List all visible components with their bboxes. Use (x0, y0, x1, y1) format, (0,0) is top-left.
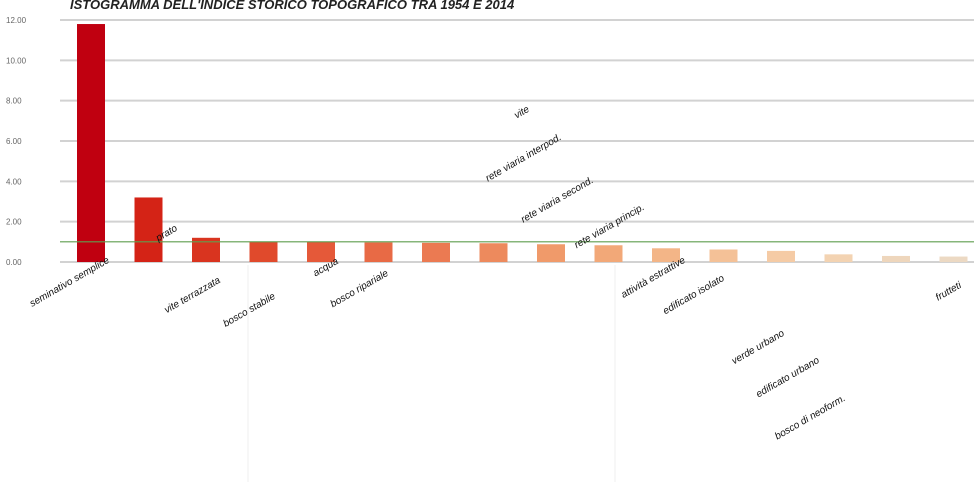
bar (882, 255, 910, 262)
y-tick-label: 12.00 (6, 16, 27, 25)
bar (479, 243, 508, 262)
category-label: bosco di neoform. (773, 393, 847, 442)
y-tick-label: 4.00 (6, 177, 22, 186)
y-tick-label: 6.00 (6, 137, 22, 146)
category-label: rete viaria interpod. (484, 132, 564, 184)
category-label: rete viaria princip. (573, 202, 647, 251)
category-label: edificato isolato (661, 273, 727, 317)
category-label: verde urbano (730, 328, 787, 367)
bar (249, 241, 278, 262)
bar (767, 250, 795, 262)
y-tick-label: 0.00 (6, 258, 22, 267)
bar (307, 241, 335, 262)
category-label: bosco ripariale (329, 268, 391, 310)
category-label: seminativo semplice (28, 255, 112, 310)
bar (537, 244, 565, 262)
category-label: edificato urbano (754, 355, 822, 400)
bar (134, 197, 163, 262)
bar (652, 248, 680, 262)
y-tick-label: 8.00 (6, 97, 22, 106)
category-label: vite terrazzata (163, 275, 223, 316)
y-tick-label: 2.00 (6, 218, 22, 227)
bar (364, 242, 393, 262)
category-label: bosco stabile (221, 291, 277, 330)
category-label: frutteti (934, 280, 964, 304)
bar (824, 254, 853, 262)
bar (594, 245, 623, 262)
category-label: rete viaria second. (519, 175, 595, 225)
bar (422, 242, 450, 262)
bar (709, 249, 738, 262)
category-label: vite (513, 104, 532, 122)
chart-title: ISTOGRAMMA DELL'INDICE STORICO TOPOGRAFI… (70, 0, 515, 12)
bar (939, 256, 968, 262)
y-tick-label: 10.00 (6, 56, 27, 65)
bar (77, 24, 105, 263)
